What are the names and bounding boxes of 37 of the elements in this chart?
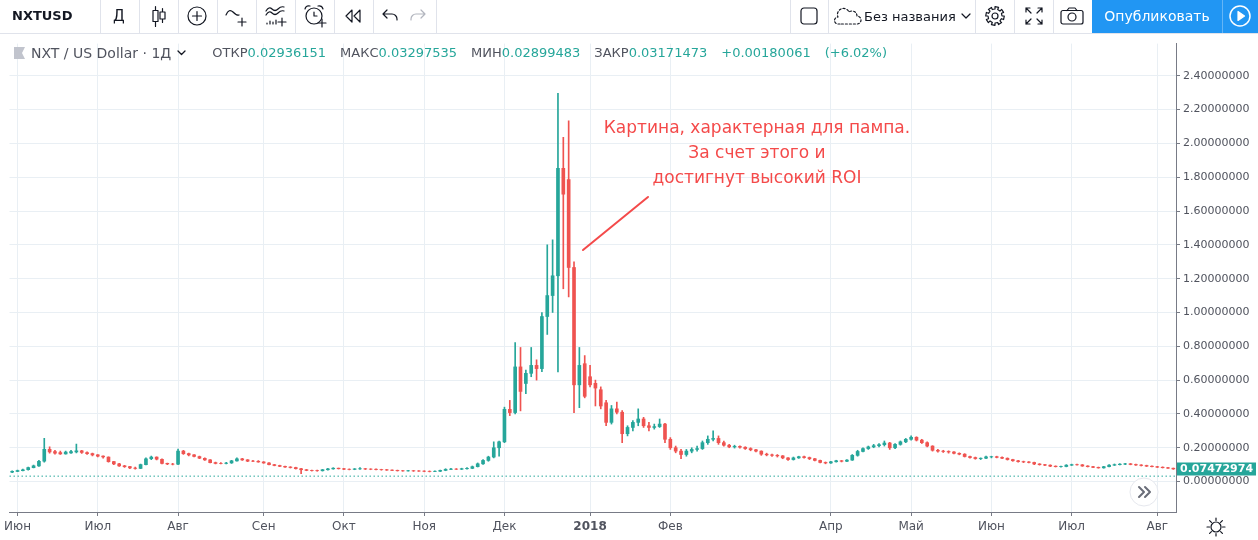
toolbar: NXTUSD Д Без названия Опубликовать [0, 0, 1258, 34]
candlestick [358, 467, 362, 470]
y-tick-label: 1.00000000 [1183, 305, 1250, 319]
x-tick-label: Авг [167, 519, 189, 534]
x-tick-label: Май [898, 519, 924, 534]
y-tick-label: 1.80000000 [1183, 170, 1250, 184]
candlestick [331, 467, 336, 470]
y-tick-label: 0.20000000 [1183, 440, 1250, 454]
y-tick-label: 1.20000000 [1183, 271, 1250, 285]
text: 0.07472974 [1180, 461, 1254, 475]
y-tick-label: 2.20000000 [1183, 102, 1250, 116]
candlestick [561, 136, 566, 290]
y-tick-label: 0.60000000 [1183, 372, 1250, 386]
text: ОТКР0.02936151 МАКС0.03297535 МИН0.02899483 ЗАКР0.03171473 +0.00180061 (+6.02%) [212, 45, 888, 60]
annotation: Картина, характерная для пампа. За счет этого и достигнут высокий ROI [602, 116, 912, 189]
y-tick-label: 0.40000000 [1183, 406, 1250, 420]
x-tick-label: Дек [492, 519, 517, 534]
x-tick-label: Июл [84, 519, 112, 534]
x-tick-label: Фев [657, 519, 683, 534]
y-tick-label: 2.00000000 [1183, 136, 1250, 150]
x-tick-label: Авг [1146, 519, 1169, 534]
x-tick-label: Окт [332, 519, 356, 534]
y-tick-label: 1.40000000 [1183, 237, 1250, 251]
y-tick-label: 0.80000000 [1183, 339, 1250, 353]
x-tick-label: Июн [4, 519, 31, 534]
x-tick-label: Июл [1058, 519, 1086, 534]
publish-button: Опубликовать [1092, 0, 1258, 33]
x-tick-label: Июн [977, 519, 1005, 534]
x-tick-label: Апр [819, 519, 843, 534]
y-tick-label: 2.40000000 [1183, 68, 1250, 82]
x-tick-label: Ноя [412, 519, 436, 534]
x-tick-label: 2018 [573, 519, 607, 534]
x-tick-label: Сен [251, 519, 276, 534]
y-tick-label: 1.60000000 [1183, 203, 1250, 217]
y-tick-label: 0.00000000 [1183, 474, 1250, 488]
chart-title: NXT / US Dollar · 1Д [31, 44, 172, 62]
candlestick [507, 400, 512, 416]
